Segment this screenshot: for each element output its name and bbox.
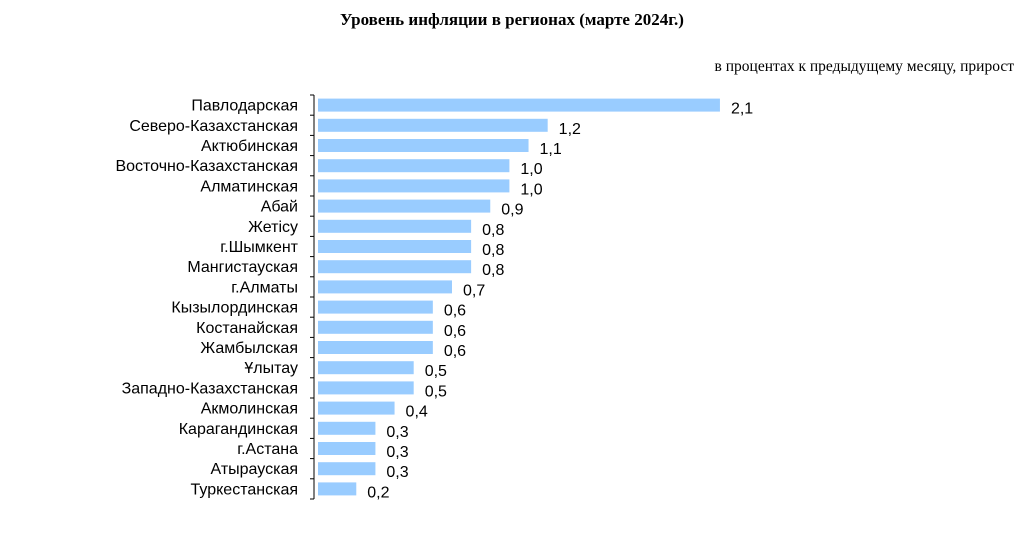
- category-label: Абай: [261, 199, 298, 216]
- bar: [318, 139, 529, 152]
- bar: [318, 179, 510, 193]
- value-label: 0,3: [386, 444, 408, 461]
- chart-title: Уровень инфляции в регионах (марте 2024г…: [340, 10, 684, 29]
- category-label: Восточно-Казахстанская: [115, 158, 298, 175]
- category-label: Туркестанская: [191, 481, 298, 498]
- category-label: Атырауская: [211, 461, 299, 478]
- bar: [318, 442, 376, 455]
- bar: [318, 401, 395, 415]
- value-label: 0,5: [425, 383, 447, 400]
- category-label: Жетісу: [248, 219, 298, 236]
- bar: [318, 361, 414, 375]
- category-label: Павлодарская: [191, 98, 298, 115]
- category-label: Актюбинская: [201, 138, 298, 155]
- value-label: 0,8: [482, 222, 504, 239]
- bar: [318, 118, 548, 132]
- value-label: 0,9: [501, 202, 523, 219]
- value-label: 2,1: [731, 101, 753, 118]
- value-label: 0,2: [367, 484, 389, 501]
- category-label: Северо-Казахстанская: [129, 118, 298, 135]
- category-label: г.Шымкент: [220, 239, 298, 256]
- value-label: 1,0: [520, 161, 542, 178]
- category-label: Ұлытау: [244, 360, 298, 377]
- category-label: Карагандинская: [179, 421, 298, 438]
- category-label: Западно-Казахстанская: [122, 380, 298, 397]
- value-label: 1,0: [520, 181, 542, 198]
- bar: [318, 219, 472, 233]
- value-label: 0,8: [482, 262, 504, 279]
- bar: [318, 98, 720, 112]
- bar: [318, 260, 472, 274]
- category-label: Мангистауская: [187, 259, 298, 276]
- bar: [318, 240, 472, 253]
- bar: [318, 462, 376, 476]
- chart-subtitle: в процентах к предыдущему месяцу, прирос…: [714, 58, 1014, 75]
- category-label: г.Алматы: [231, 279, 298, 296]
- category-label: Костанайская: [196, 320, 298, 337]
- category-label: г.Астана: [237, 441, 298, 458]
- value-label: 0,7: [463, 282, 485, 299]
- category-label: Акмолинская: [201, 401, 298, 418]
- value-label: 0,6: [444, 303, 466, 320]
- bar: [318, 381, 414, 395]
- bar: [318, 300, 433, 314]
- value-label: 0,3: [386, 464, 408, 481]
- value-label: 0,3: [386, 424, 408, 441]
- category-label: Алматинская: [200, 178, 298, 195]
- bar: [318, 159, 510, 173]
- bar: [318, 341, 433, 354]
- bar: [318, 482, 357, 496]
- bar: [318, 320, 433, 334]
- value-label: 1,2: [559, 121, 581, 138]
- value-label: 0,4: [406, 404, 428, 421]
- category-label: Жамбылская: [200, 340, 298, 357]
- bar: [318, 199, 491, 213]
- value-label: 1,1: [540, 141, 562, 158]
- bar: [318, 280, 452, 294]
- value-label: 0,5: [425, 363, 447, 380]
- value-label: 0,6: [444, 323, 466, 340]
- bar: [318, 421, 376, 435]
- category-label: Кызылординская: [171, 300, 298, 317]
- value-label: 0,6: [444, 343, 466, 360]
- value-label: 0,8: [482, 242, 504, 259]
